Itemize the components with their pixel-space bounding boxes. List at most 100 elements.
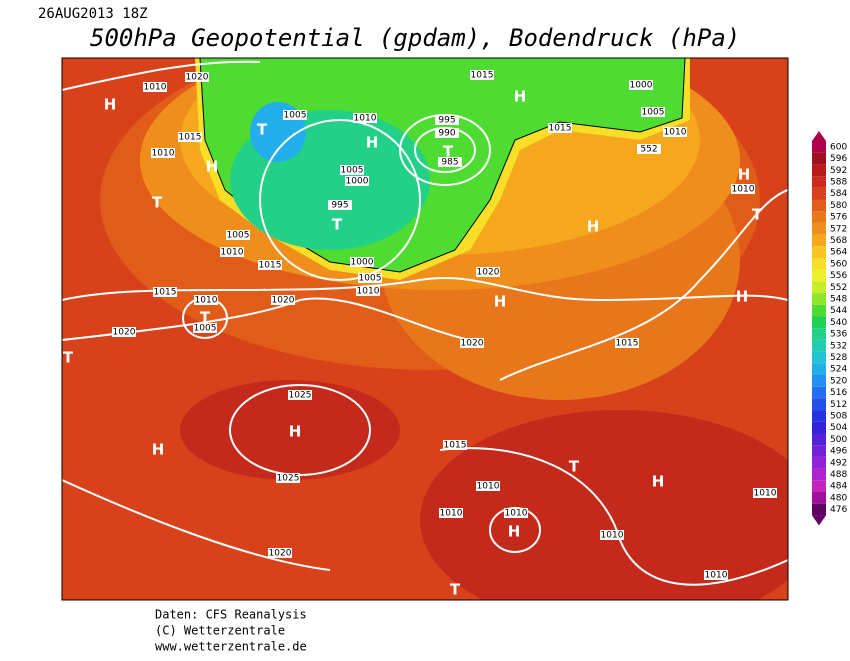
isobar-label-box (345, 176, 369, 186)
colorbar-cell (812, 152, 826, 165)
colorbar-cell (812, 433, 826, 446)
colorbar-cell (812, 258, 826, 270)
pressure-center: H (152, 441, 165, 459)
colorbar-label: 476 (830, 505, 847, 515)
colorbar-label: 540 (830, 318, 847, 328)
isobar-label: 1010 (705, 571, 728, 581)
pressure-center: T (152, 194, 163, 212)
colorbar-cell (812, 468, 826, 481)
colorbar-cell (812, 339, 826, 352)
isobar-label: 1015 (616, 339, 639, 349)
isobar-label: 1015 (154, 288, 177, 298)
colorbar-label: 560 (830, 259, 847, 269)
isobar-label: 1010 (221, 248, 244, 258)
isobar-label: 990 (438, 129, 455, 139)
isobar-label-box (439, 508, 463, 518)
isobar-label: 1020 (461, 339, 484, 349)
isobar-label: 1020 (477, 268, 500, 278)
colorbar-label: 508 (830, 411, 847, 421)
colorbar-label: 568 (830, 236, 847, 246)
isobar-label: 552 (640, 145, 657, 155)
isobar-label-box (548, 123, 572, 133)
isobar-label: 1010 (440, 509, 463, 519)
isobar-label-box (143, 82, 167, 92)
pressure-center: H (738, 166, 751, 184)
isobar-label: 1010 (357, 287, 380, 297)
colorbar-cell (812, 445, 826, 457)
colorbar-cell (812, 410, 826, 422)
isobar-label-box (600, 530, 624, 540)
map-frame (61, 57, 789, 601)
isobar-label: 995 (331, 201, 348, 211)
colorbar-cell (812, 398, 826, 411)
isobar-label-box (288, 390, 312, 400)
isobar-label-box (641, 107, 665, 117)
colorbar-label: 552 (830, 283, 847, 293)
isobar-label: 1020 (269, 549, 292, 559)
isobar-label: 1010 (354, 114, 377, 124)
field (420, 410, 788, 600)
pressure-center: H (514, 88, 527, 106)
colorbar-cell (812, 351, 826, 364)
isobar-label: 1000 (351, 258, 374, 268)
isobar-label-box (356, 286, 380, 296)
isobar-label-box (226, 230, 250, 240)
isobar-label-box (470, 70, 494, 80)
pressure-center: T (200, 309, 211, 327)
isobar-label-box (194, 295, 218, 305)
pressure-center: H (366, 134, 379, 152)
isobar-label: 1005 (359, 274, 382, 284)
isobar-label: 1010 (152, 149, 175, 159)
colorbar-cell (812, 293, 826, 305)
colorbar-label: 488 (830, 470, 847, 480)
isobar-label: 1025 (289, 391, 312, 401)
isobar-label: 1020 (186, 73, 209, 83)
isobar-label-box (504, 508, 528, 518)
isobar-label-box (276, 473, 300, 483)
isobar-label-box (460, 338, 484, 348)
colorbar-label: 584 (830, 189, 847, 199)
colorbar-cell (812, 281, 826, 294)
isobar-label: 1010 (505, 509, 528, 519)
isobar-label: 1015 (259, 261, 282, 271)
pressure-center: H (508, 523, 521, 541)
isobar-label: 1015 (471, 71, 494, 81)
isobar-label: 995 (438, 116, 455, 126)
colorbar-label: 576 (830, 213, 847, 223)
colorbar-cell (812, 328, 826, 340)
isobar-label: 1005 (642, 108, 665, 118)
pressure-center: T (569, 458, 580, 476)
isobar-label-box (340, 165, 364, 175)
isobar-label: 1010 (754, 489, 777, 499)
isobar-label-box (328, 200, 352, 210)
colorbar-label: 556 (830, 271, 847, 281)
colorbar-cell (812, 164, 826, 177)
isobar-label-box (358, 273, 382, 283)
colorbar-cell (812, 246, 826, 258)
pressure-center: H (289, 423, 302, 441)
isobar-label: 1015 (549, 124, 572, 134)
isobar-label: 1010 (601, 531, 624, 541)
colorbar-cell (812, 492, 826, 504)
footer-line: www.wetterzentrale.de (155, 640, 307, 654)
isobar-label-box (637, 144, 661, 154)
isobar-label-box (731, 184, 755, 194)
colorbar-arrow (812, 131, 826, 141)
isobar-label: 1005 (284, 111, 307, 121)
isobar-label-box (476, 267, 500, 277)
isobar-label: 1010 (664, 128, 687, 138)
colorbar-label: 496 (830, 447, 847, 457)
colorbar-label: 516 (830, 388, 847, 398)
colorbar-label: 588 (830, 177, 847, 187)
colorbar-cell (812, 187, 826, 200)
isobar-label-box (193, 323, 217, 333)
colorbar-label: 592 (830, 166, 847, 176)
colorbar-label: 596 (830, 154, 847, 164)
isobar-label-box (753, 488, 777, 498)
isobar-label-box (476, 481, 500, 491)
isobar-label: 1000 (346, 177, 369, 187)
isobar-label-box (178, 132, 202, 142)
isobar-label-box (350, 257, 374, 267)
isobar-label: 1025 (277, 474, 300, 484)
